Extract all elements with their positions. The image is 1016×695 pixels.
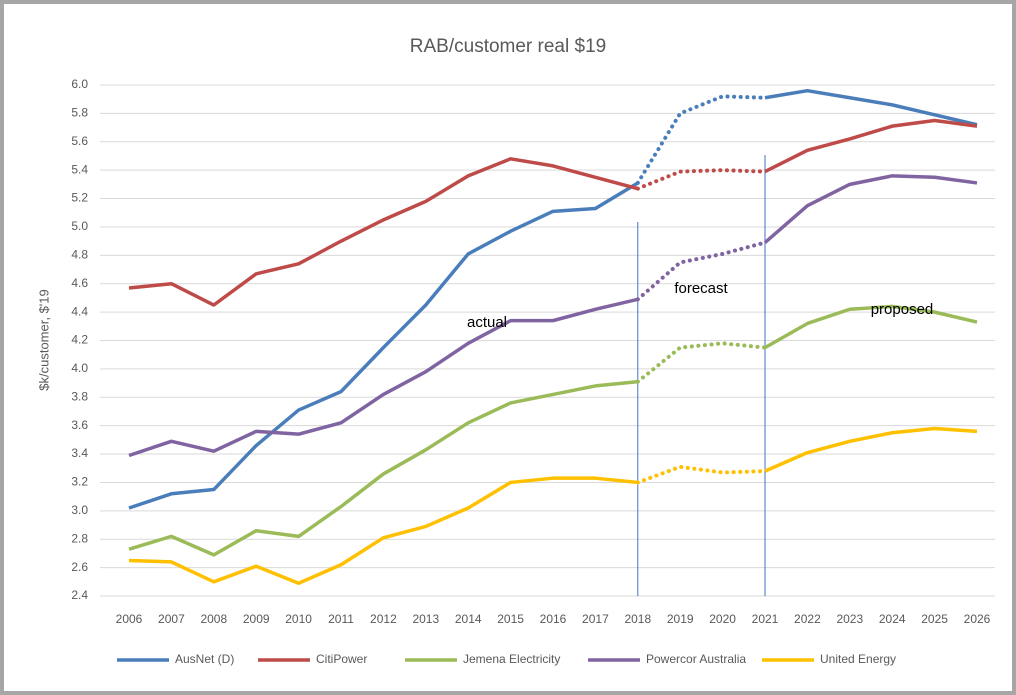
series-line-dotted: [635, 341, 767, 384]
y-tick-label: 5.2: [71, 191, 88, 205]
x-tick-label: 2011: [328, 612, 354, 626]
series-line: [128, 297, 639, 458]
legend-label: United Energy: [820, 652, 896, 666]
series-line: [128, 379, 638, 557]
y-tick-label: 2.6: [71, 560, 88, 574]
x-tick-label: 2026: [964, 612, 991, 626]
x-tick-label: 2016: [540, 612, 567, 626]
x-tick-label: 2021: [752, 612, 779, 626]
x-tick-label: 2014: [455, 612, 482, 626]
legend-label: Jemena Electricity: [463, 652, 560, 666]
series-line: [764, 426, 978, 473]
legend-label: Powercor Australia: [646, 652, 746, 666]
x-tick-label: 2024: [879, 612, 906, 626]
x-tick-label: 2013: [412, 612, 439, 626]
y-tick-label: 3.4: [71, 446, 88, 460]
y-tick-label: 4.6: [71, 276, 88, 290]
y-tick-label: 4.4: [71, 304, 88, 318]
chart-title: RAB/customer real $19: [410, 36, 606, 57]
y-tick-label: 5.0: [71, 219, 88, 233]
y-tick-label: 5.4: [71, 162, 88, 176]
x-tick-label: 2008: [200, 612, 227, 626]
x-tick-label: 2025: [921, 612, 948, 626]
series-line: [128, 157, 639, 307]
legend-label: AusNet (D): [175, 652, 234, 666]
y-tick-label: 5.6: [71, 134, 88, 148]
y-tick-label: 2.4: [71, 588, 88, 602]
annotation: forecast: [674, 280, 728, 297]
series-line-dotted: [635, 168, 767, 191]
series-line: [764, 304, 978, 350]
y-tick-label: 4.8: [71, 248, 88, 262]
x-tick-label: 2018: [624, 612, 651, 626]
y-tick-label: 6.0: [71, 77, 88, 91]
series-line: [128, 181, 639, 510]
x-tick-label: 2015: [497, 612, 524, 626]
x-tick-label: 2017: [582, 612, 609, 626]
series-line-dotted: [635, 94, 767, 185]
x-tick-label: 2007: [158, 612, 185, 626]
annotation: actual: [467, 314, 507, 331]
series-line: [764, 88, 978, 127]
y-tick-label: 3.2: [71, 475, 88, 489]
x-tick-label: 2019: [667, 612, 694, 626]
x-tick-label: 2010: [285, 612, 312, 626]
series-line: [128, 476, 638, 585]
x-tick-label: 2022: [794, 612, 821, 626]
legend-label: CitiPower: [316, 652, 367, 666]
series-line-dotted: [635, 464, 767, 485]
y-tick-label: 3.8: [71, 389, 88, 403]
x-tick-label: 2009: [243, 612, 270, 626]
y-tick-label: 3.0: [71, 503, 88, 517]
x-tick-label: 2020: [709, 612, 736, 626]
x-tick-label: 2012: [370, 612, 397, 626]
y-tick-label: 5.8: [71, 106, 88, 120]
x-tick-label: 2006: [116, 612, 143, 626]
y-axis-title: $k/customer, $'19: [36, 289, 51, 390]
series-line: [763, 174, 978, 244]
annotation: proposed: [871, 301, 934, 318]
series-line: [764, 118, 978, 174]
series-line-dotted: [635, 240, 767, 302]
y-tick-label: 4.0: [71, 361, 88, 375]
y-tick-label: 2.8: [71, 531, 88, 545]
y-tick-label: 4.2: [71, 333, 88, 347]
y-tick-label: 3.6: [71, 418, 88, 432]
x-tick-label: 2023: [836, 612, 863, 626]
